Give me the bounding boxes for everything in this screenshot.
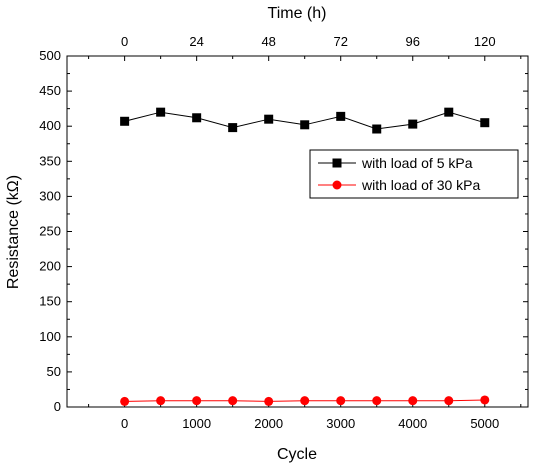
- y-tick-label: 150: [39, 294, 61, 309]
- legend: with load of 5 kPa with load of 30 kPa: [309, 149, 519, 199]
- data-point-1: [372, 124, 382, 134]
- data-point-1: [120, 116, 130, 126]
- top-tick-label: 0: [121, 34, 128, 49]
- data-point-2: [372, 396, 382, 406]
- y-tick-label: 50: [47, 364, 61, 379]
- y-tick-label: 350: [39, 153, 61, 168]
- y-tick-label: 200: [39, 259, 61, 274]
- y-tick-label: 0: [54, 399, 61, 414]
- plot-frame: [66, 55, 529, 408]
- y-tick-label: 450: [39, 83, 61, 98]
- x-tick-label: 5000: [470, 416, 499, 431]
- data-point-2: [408, 396, 418, 406]
- data-point-2: [192, 396, 202, 406]
- top-tick-label: 72: [333, 34, 347, 49]
- series-layer: [120, 107, 490, 406]
- data-point-2: [156, 396, 166, 406]
- data-point-1: [156, 107, 166, 117]
- x-tick-label: 3000: [326, 416, 355, 431]
- data-point-2: [480, 395, 490, 405]
- data-point-1: [264, 114, 274, 124]
- legend-marker-1: [332, 158, 342, 168]
- x-tick-label: 4000: [398, 416, 427, 431]
- top-axis-title: Time (h): [268, 5, 327, 22]
- legend-box: [309, 149, 519, 199]
- legend-label-1: with load of 5 kPa: [361, 155, 473, 171]
- data-point-2: [228, 396, 238, 406]
- data-point-1: [444, 107, 454, 117]
- data-point-2: [336, 396, 346, 406]
- data-point-1: [408, 119, 418, 129]
- top-axis: 0 24 48 72 96 120: [88, 34, 522, 61]
- y-axis-title: Resistance (kΩ): [5, 175, 22, 289]
- top-tick-label: 24: [189, 34, 203, 49]
- data-point-1: [480, 118, 490, 128]
- x-tick-label: 0: [121, 416, 128, 431]
- legend-label-2: with load of 30 kPa: [361, 177, 481, 193]
- data-point-2: [444, 396, 454, 406]
- y-tick-label: 100: [39, 329, 61, 344]
- x-tick-label: 1000: [182, 416, 211, 431]
- x-tick-label: 2000: [254, 416, 283, 431]
- y-axis: 0 50 100 150 200 250 300 350 400 450 500: [39, 48, 528, 414]
- top-tick-label: 96: [406, 34, 420, 49]
- data-point-1: [228, 123, 238, 133]
- data-point-2: [300, 396, 310, 406]
- data-point-1: [300, 120, 310, 130]
- top-tick-label: 120: [474, 34, 496, 49]
- data-point-2: [120, 396, 130, 406]
- y-tick-label: 300: [39, 188, 61, 203]
- x-axis-title: Cycle: [277, 446, 317, 463]
- data-point-1: [336, 111, 346, 121]
- legend-marker-2: [332, 180, 342, 190]
- data-point-2: [264, 396, 274, 406]
- x-axis: 0 1000 2000 3000 4000 5000: [88, 402, 522, 431]
- y-tick-label: 250: [39, 224, 61, 239]
- top-tick-label: 48: [261, 34, 275, 49]
- data-point-1: [192, 113, 202, 123]
- y-tick-label: 500: [39, 48, 61, 63]
- y-tick-label: 400: [39, 118, 61, 133]
